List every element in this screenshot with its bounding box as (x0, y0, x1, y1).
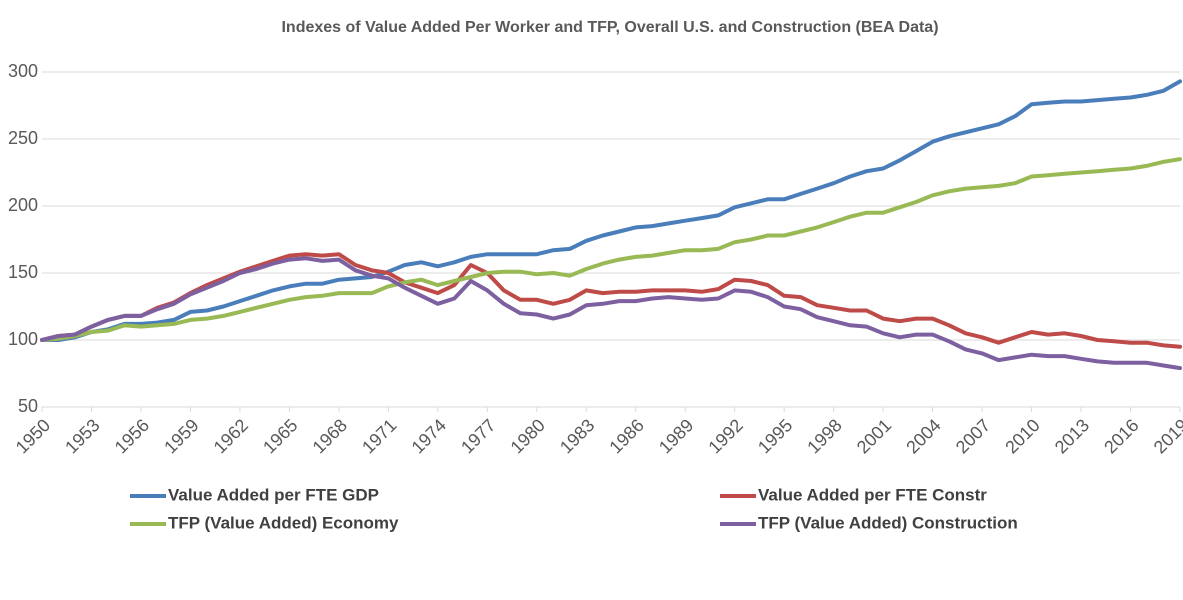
x-tick-label: 2001 (853, 415, 895, 457)
x-tick-label: 1956 (111, 415, 153, 457)
legend-label: TFP (Value Added) Construction (758, 513, 1018, 532)
lines (40, 79, 1182, 371)
x-tick-label: 1965 (259, 415, 301, 457)
series-line (40, 256, 1182, 371)
x-tick-label: 2010 (1001, 415, 1043, 457)
y-tick-label: 250 (8, 128, 38, 148)
y-tick-label: 100 (8, 329, 38, 349)
x-tick-label: 2004 (902, 415, 944, 457)
x-tick-label: 1989 (655, 415, 697, 457)
x-tick-label: 1983 (556, 415, 598, 457)
x-tick-label: 1998 (803, 415, 845, 457)
x-tick-label: 1977 (457, 415, 499, 457)
x-tick-label: 1968 (309, 415, 351, 457)
legend-label: TFP (Value Added) Economy (168, 513, 399, 532)
x-tick-label: 1971 (358, 415, 400, 457)
x-tick-label: 1986 (605, 415, 647, 457)
x-tick-label: 1950 (12, 415, 54, 457)
x-tick-label: 1962 (210, 415, 252, 457)
x-tick-label: 1974 (408, 415, 450, 457)
chart-title: Indexes of Value Added Per Worker and TF… (281, 19, 938, 36)
y-tick-label: 150 (8, 262, 38, 282)
y-tick-label: 300 (8, 61, 38, 81)
x-tick-label: 2016 (1100, 415, 1142, 457)
x-tick-label: 1980 (507, 415, 549, 457)
y-tick-label: 200 (8, 195, 38, 215)
legend-label: Value Added per FTE Constr (758, 485, 987, 504)
series-line (40, 79, 1182, 342)
x-tick-label: 1992 (704, 415, 746, 457)
x-tick-label: 2007 (952, 415, 994, 457)
x-tick-label: 1995 (754, 415, 796, 457)
legend: Value Added per FTE GDP Value Added per F… (130, 485, 1018, 532)
y-tick-label: 50 (18, 396, 38, 416)
x-tick-label: 1959 (160, 415, 202, 457)
x-tick-label: 2013 (1051, 415, 1093, 457)
x-tick-label: 2019 (1150, 415, 1183, 457)
series-line (40, 157, 1182, 342)
x-tick-label: 1953 (61, 415, 103, 457)
legend-label: Value Added per FTE GDP (168, 485, 379, 504)
